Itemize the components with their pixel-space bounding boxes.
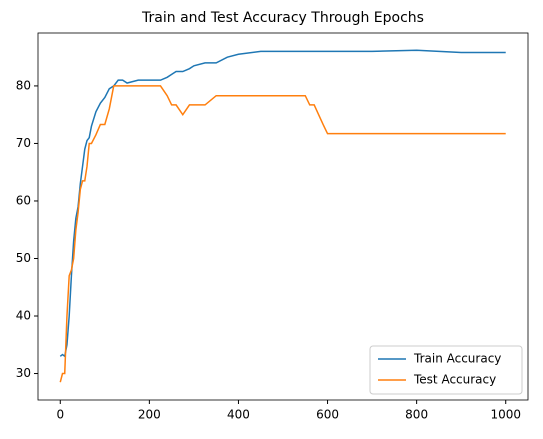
y-tick-label: 80 xyxy=(16,78,31,92)
series-line xyxy=(59,85,506,383)
chart-title: Train and Test Accuracy Through Epochs xyxy=(141,10,424,26)
y-tick-label: 30 xyxy=(16,366,31,380)
axes-frame xyxy=(37,32,529,401)
x-tick-label: 800 xyxy=(405,408,428,422)
x-tick-label: 400 xyxy=(227,408,250,422)
y-tick-label: 40 xyxy=(16,309,31,323)
x-tick-label: 200 xyxy=(138,408,161,422)
x-tick-label: 0 xyxy=(56,408,64,422)
legend-label: Test Accuracy xyxy=(413,373,496,387)
y-tick-label: 50 xyxy=(16,251,31,265)
x-tick-label: 600 xyxy=(316,408,339,422)
legend-box xyxy=(369,345,523,395)
x-tick-label: 1000 xyxy=(490,408,521,422)
y-tick-label: 60 xyxy=(16,193,31,207)
y-tick-label: 70 xyxy=(16,136,31,150)
legend-label: Train Accuracy xyxy=(413,352,501,366)
